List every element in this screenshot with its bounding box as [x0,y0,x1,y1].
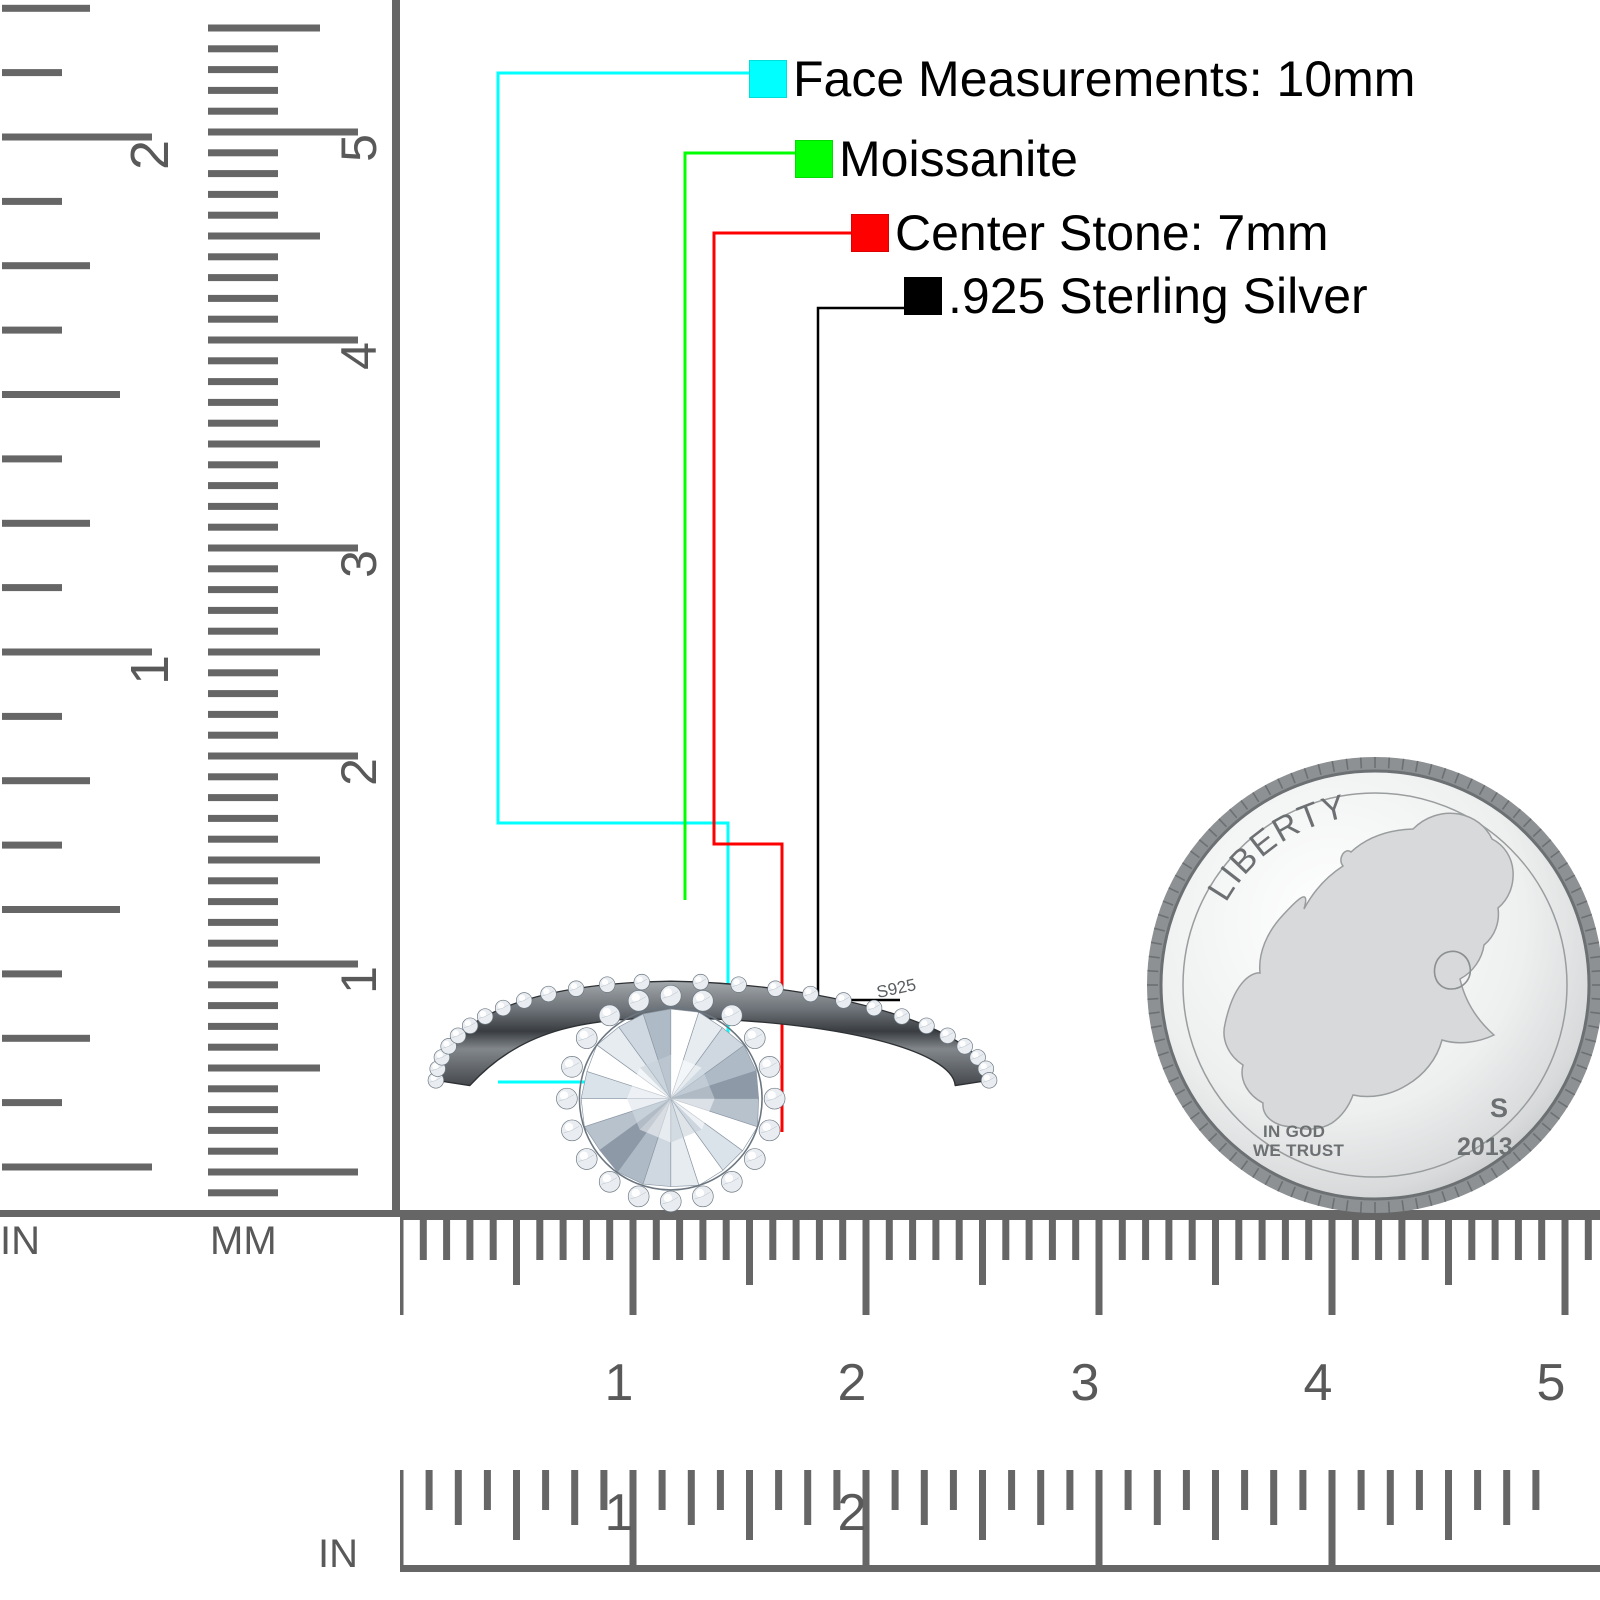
svg-text:4: 4 [1304,1354,1333,1412]
svg-text:1: 1 [605,1484,634,1542]
svg-text:IN GOD: IN GOD [1263,1122,1325,1141]
svg-text:2013: 2013 [1457,1133,1513,1161]
svg-text:WE TRUST: WE TRUST [1253,1141,1344,1160]
svg-text:2: 2 [838,1354,867,1412]
svg-text:1: 1 [605,1354,634,1412]
svg-text:5: 5 [1537,1354,1566,1412]
svg-text:3: 3 [1071,1354,1100,1412]
svg-text:S: S [1490,1093,1508,1123]
svg-text:2: 2 [838,1484,867,1542]
